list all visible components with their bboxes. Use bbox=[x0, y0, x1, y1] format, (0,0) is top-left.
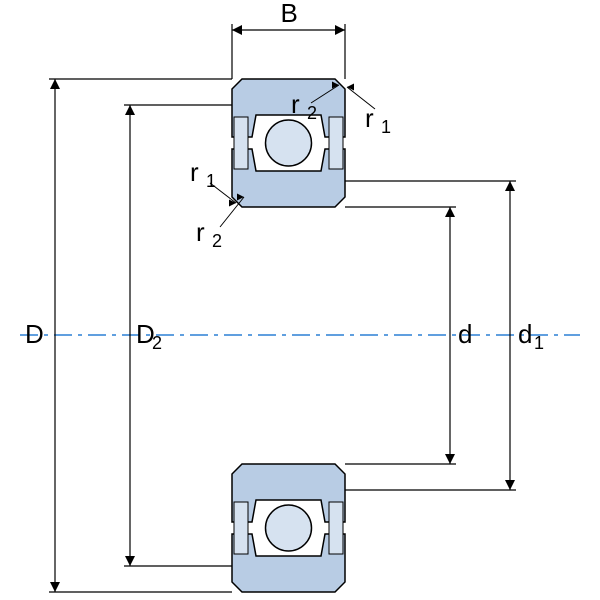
svg-text:r: r bbox=[365, 103, 374, 133]
svg-text:1: 1 bbox=[381, 117, 391, 137]
svg-text:2: 2 bbox=[212, 231, 222, 251]
svg-text:D: D bbox=[25, 319, 44, 349]
svg-text:r: r bbox=[291, 89, 300, 119]
svg-text:r: r bbox=[196, 217, 205, 247]
svg-text:d: d bbox=[518, 319, 532, 349]
svg-text:B: B bbox=[281, 0, 298, 28]
svg-text:r: r bbox=[190, 157, 199, 187]
svg-text:1: 1 bbox=[534, 333, 544, 353]
svg-text:2: 2 bbox=[152, 333, 162, 353]
svg-text:1: 1 bbox=[206, 171, 216, 191]
svg-text:d: d bbox=[458, 319, 472, 349]
svg-text:2: 2 bbox=[307, 103, 317, 123]
bearing-diagram: BDD2dd1r2r1r1r2 bbox=[0, 0, 600, 600]
